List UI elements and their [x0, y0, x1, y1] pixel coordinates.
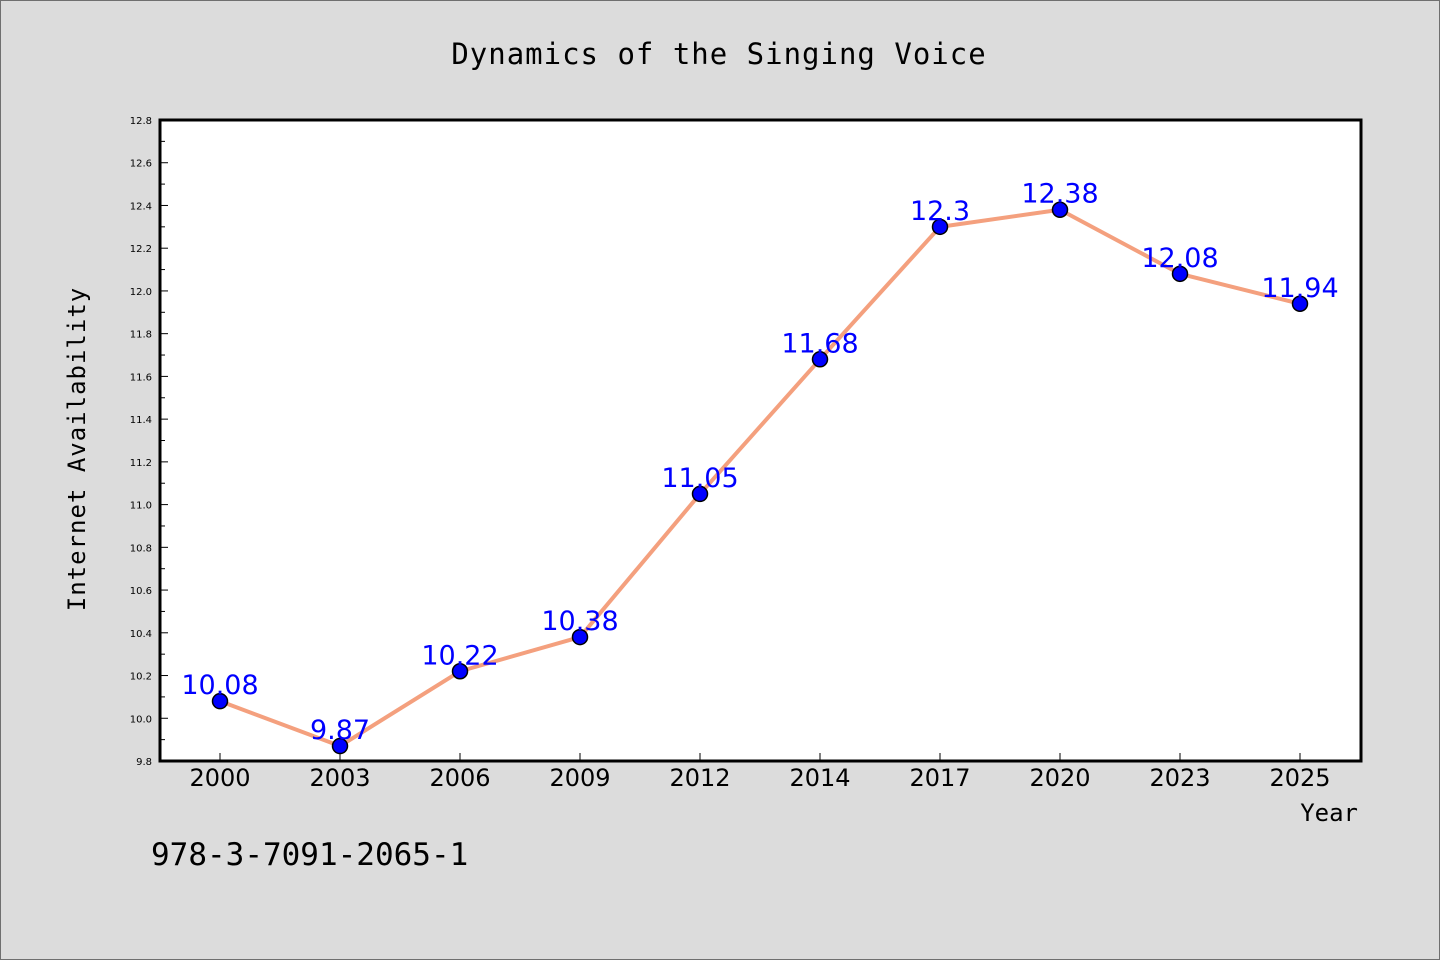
data-point-marker: [931, 218, 949, 236]
x-tick-label: 2000: [189, 764, 250, 792]
y-tick-label: 12.6: [130, 159, 152, 170]
data-point-label: 12.38: [1021, 179, 1098, 210]
data-markers: [211, 201, 1309, 755]
y-tick-label: 10.6: [130, 586, 152, 597]
plot-area: [160, 120, 1361, 761]
y-tick-label: 11.6: [130, 372, 152, 383]
data-point-label: 10.38: [541, 606, 618, 637]
data-point-marker: [571, 628, 589, 646]
series-line: [218, 207, 1302, 749]
y-tick-label: 12.4: [130, 201, 152, 212]
data-point-label: 12.08: [1141, 243, 1218, 274]
y-tick-label: 12.2: [130, 244, 152, 255]
data-point-label: 12.3: [910, 196, 970, 227]
data-point-marker: [1051, 201, 1069, 218]
x-tick-label: 2020: [1029, 764, 1090, 792]
x-tick-label: 2006: [429, 764, 490, 792]
data-point-label: 11.05: [661, 463, 738, 494]
y-tick-label: 10.4: [130, 629, 152, 640]
data-point-label: 10.22: [421, 640, 498, 671]
data-point-label: 11.94: [1261, 273, 1338, 304]
data-point-marker: [811, 351, 829, 368]
y-tick-label: 10.0: [130, 714, 152, 725]
x-tick-label: 2009: [549, 764, 610, 792]
y-tick-label: 9.8: [136, 757, 152, 768]
data-labels: 10.08 9.87 10.22 10.38 11.05 11.68 12.3 12.38 12…: [181, 179, 1338, 746]
data-point-label: 10.08: [181, 670, 258, 701]
x-tick-label: 2025: [1269, 764, 1330, 792]
isbn-annotation: 978-3-7091-2065-1: [151, 837, 468, 873]
y-tick-label: 11.4: [130, 415, 152, 426]
y-tick-label: 11.8: [130, 330, 152, 341]
y-tick-label: 12.8: [130, 116, 152, 127]
y-axis-ticks: 9.8 10.0 10.2 10.4 10.6 10.8 11.0 11.2 11.4 11.6 1…: [130, 116, 168, 768]
data-point-marker: [451, 663, 469, 680]
y-tick-label: 11.2: [130, 458, 152, 469]
data-point-marker: [1171, 265, 1189, 283]
data-point-label: 11.68: [781, 328, 858, 359]
data-point-marker: [211, 692, 229, 710]
data-point-marker: [1291, 295, 1309, 313]
data-point-label: 9.87: [310, 715, 370, 746]
y-tick-label: 10.8: [130, 543, 152, 554]
x-tick-label: 2023: [1149, 764, 1210, 792]
x-tick-label: 2017: [909, 764, 970, 792]
y-tick-label: 11.0: [130, 501, 152, 512]
y-tick-label: 12.0: [130, 287, 152, 298]
chart-title: Dynamics of the Singing Voice: [451, 37, 986, 71]
data-point-marker: [331, 737, 349, 755]
data-point-marker: [691, 485, 709, 503]
y-axis-label: Internet Availability: [63, 287, 91, 611]
plot-frame: [158, 118, 1363, 763]
x-axis-ticks: 2000 2003 2006 2009 2012 2014 2017 2020 2023 2025: [189, 753, 1331, 792]
x-tick-label: 2003: [309, 764, 370, 792]
x-tick-label: 2012: [669, 764, 730, 792]
x-tick-label: 2014: [789, 764, 850, 792]
x-axis-label: Year: [1300, 799, 1358, 827]
y-tick-label: 10.2: [130, 672, 152, 683]
